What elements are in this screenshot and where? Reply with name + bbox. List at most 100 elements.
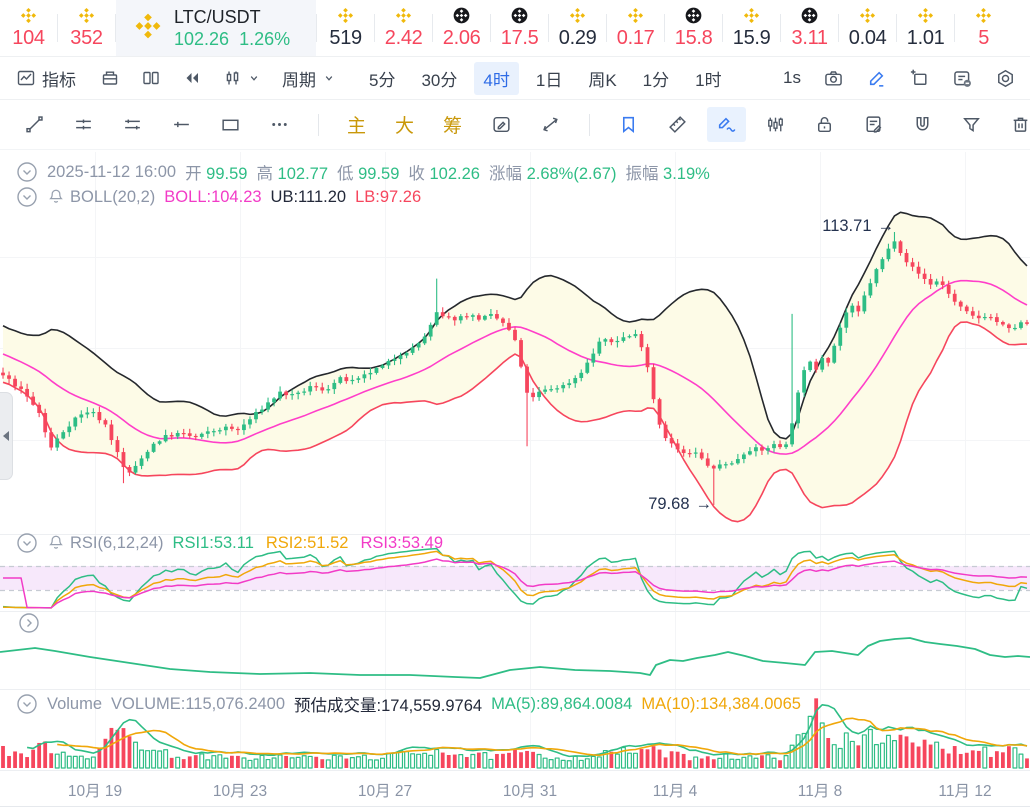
bell-icon[interactable] [47,188,65,206]
interval-tab-1分[interactable]: 1分 [642,70,670,90]
parallel-lines-tool[interactable] [73,114,94,135]
boll-info-line: BOLL(20,2) BOLL:104.23 UB:111.20 LB:97.2… [16,186,421,208]
screenshot-button[interactable] [823,68,844,89]
strategy-badge-button[interactable] [952,68,973,89]
chart-canvas[interactable] [0,150,1030,806]
ticker-item[interactable]: 2.42 [375,0,432,56]
rewind-button[interactable] [182,68,202,88]
ticker-item[interactable]: 2.06 [433,0,490,56]
binance-logo-icon [134,12,162,45]
divider [115,14,116,42]
settings-gear-icon[interactable] [995,68,1016,89]
bell-icon[interactable] [47,534,65,552]
edit-pencil-button[interactable] [866,68,887,89]
interval-tab-5分[interactable]: 5分 [369,70,396,90]
ticker-item[interactable]: 519 [317,0,374,56]
swap-line-tool[interactable] [540,114,561,135]
filter-funnel-tool[interactable] [961,114,982,135]
horizontal-line-tool[interactable] [171,114,192,135]
more-tools-ellipsis[interactable] [269,114,290,135]
high-price-annotation: 113.71 → [822,217,894,235]
expand-pane-button[interactable] [18,612,40,639]
main-chart-tab[interactable]: 主 [347,116,367,137]
ticker-value: 15.9 [732,26,771,49]
chevron-right-circle-icon [19,613,39,633]
trend-line-tool[interactable] [24,114,45,135]
chart-style-dropdown[interactable] [223,68,261,88]
save-layout-button[interactable] [100,68,120,88]
lock-tool[interactable] [814,114,835,135]
toolbar-right-group: 1s [783,68,1016,89]
token-dark-icon [801,7,818,23]
interval-tab-1时[interactable]: 1时 [695,70,722,90]
interval-tab-4时[interactable]: 4时 [474,61,519,95]
period-dropdown[interactable]: 周期 [282,66,336,91]
ticker-value: 0.17 [616,26,655,49]
binance-icon [78,7,95,23]
chip-chart-tab[interactable]: 筹 [443,116,463,137]
ticker-item[interactable]: 0.04 [839,0,896,56]
selected-pair-tab[interactable]: LTC/USDT 102.26 1.26% [116,0,317,56]
boll-upper-value: UB:111.20 [270,187,347,206]
bookmark-tool[interactable] [618,114,639,135]
ticker-item[interactable]: 3.11 [781,0,838,56]
divider [318,113,319,136]
ticker-item[interactable]: 352 [58,0,115,56]
trash-tool[interactable] [1010,114,1030,135]
ticker-item[interactable]: 17.5 [491,0,548,56]
binance-icon [338,7,354,23]
binance-icon [860,7,876,23]
ohlc-field: 振幅 3.19% [625,165,710,183]
collapse-pane-icon[interactable] [16,161,38,183]
order-note-tool[interactable] [863,114,884,135]
ruler-tool[interactable] [667,114,688,135]
drawing-toolbar: 主 大 筹 [0,100,1030,150]
volume-value: VOLUME:115,076.2400 [111,694,286,713]
refresh-edit-tool[interactable] [491,114,512,135]
ticker-item[interactable]: 15.9 [723,0,780,56]
interval-tab-30分[interactable]: 30分 [421,70,458,90]
ohlc-field: 涨幅 2.68%(2.67) [488,165,617,183]
chevron-down-icon [325,76,333,81]
new-window-button[interactable] [909,68,930,89]
magnet-tool[interactable] [912,114,933,135]
indicator-chart-icon [17,70,35,86]
collapse-pane-icon[interactable] [16,693,38,715]
ticker-value: 3.11 [791,26,829,49]
collapse-pane-icon[interactable] [16,186,38,208]
indicator-button[interactable]: 指标 [16,66,76,91]
ticker-item[interactable]: 15.8 [665,0,722,56]
side-panel-handle[interactable] [0,392,13,480]
binance-icon [396,7,412,23]
indicator-label: 指标 [42,70,76,90]
pair-price-change: 102.26 1.26% [174,28,291,49]
chart-region: 2025-11-12 16:00 开 99.59 高 102.77 低 99.59 收… [0,150,1030,806]
draw-pencil-tool-active[interactable] [707,107,747,142]
interval-tabs: 5分 30分 4时 1日 周K 1分 1时 [360,61,731,95]
compare-candles-tool[interactable] [765,114,786,135]
binance-icon [20,7,37,23]
token-dark-icon [685,7,702,23]
period-label: 周期 [282,70,316,90]
layout-button[interactable] [141,68,161,88]
ticker-item[interactable]: 0.17 [607,0,664,56]
seconds-interval[interactable]: 1s [783,68,801,87]
rsi-line-value: RSI1:53.11 [172,533,254,552]
channel-lines-tool[interactable] [122,114,143,135]
interval-tab-1日[interactable]: 1日 [535,70,563,90]
ticker-item[interactable]: 1.01 [897,0,954,56]
rectangle-tool[interactable] [220,114,241,135]
ticker-item[interactable]: 5 [955,0,1012,56]
pair-name: LTC/USDT [174,6,261,27]
interval-tab-周K[interactable]: 周K [588,70,617,90]
boll-lower-value: LB:97.26 [355,187,422,206]
x-axis-label: 11月 4 [652,783,698,800]
collapse-pane-icon[interactable] [16,532,38,554]
ticker-item[interactable]: 104 [0,0,57,56]
ticker-item[interactable]: 0.29 [549,0,606,56]
rsi-line-value: RSI3:53.49 [360,533,444,552]
rsi-values: RSI1:53.11 RSI2:51.52 RSI3:53.49 [173,534,443,553]
big-chart-tab[interactable]: 大 [395,116,415,137]
chevron-down-icon [250,76,258,81]
candle-datetime: 2025-11-12 16:00 [47,162,177,181]
